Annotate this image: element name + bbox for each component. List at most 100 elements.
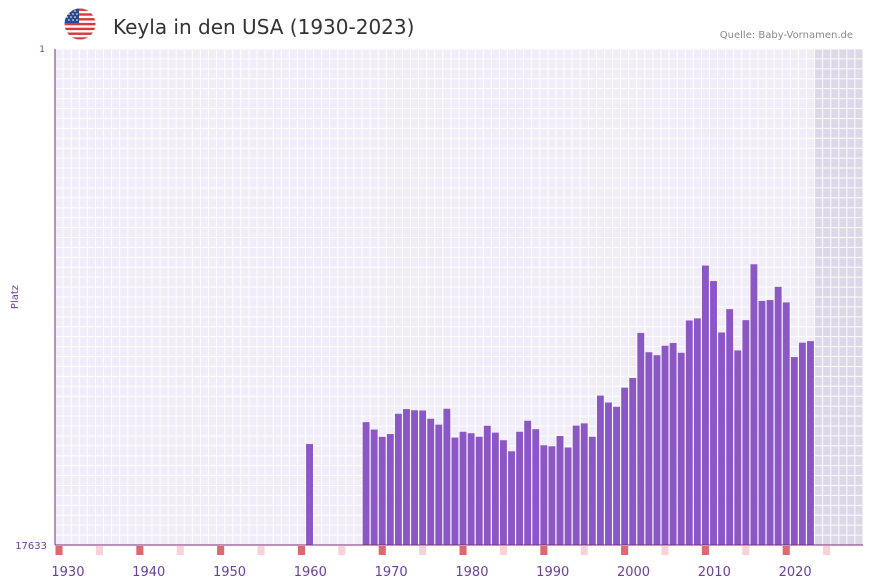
bar-2003[interactable] xyxy=(653,355,661,545)
bar-1996[interactable] xyxy=(596,395,604,545)
bar-2015[interactable] xyxy=(750,264,758,545)
decade-marker-1959 xyxy=(297,546,305,555)
decade-markers xyxy=(55,546,831,555)
bar-2010[interactable] xyxy=(710,281,717,545)
bar-series xyxy=(306,264,814,545)
bar-1987[interactable] xyxy=(524,420,532,545)
decade-marker-2019 xyxy=(782,546,790,555)
axis-labels: 1 17633 Platz 1930 1940 1950 1960 1970 1980 1990 2… xyxy=(10,45,812,580)
decade-marker-1974 xyxy=(419,546,427,555)
decade-marker-2014 xyxy=(742,546,750,555)
decade-marker-1999 xyxy=(621,546,629,555)
bar-1994[interactable] xyxy=(580,423,588,545)
bar-2001[interactable] xyxy=(637,332,645,545)
bar-1980[interactable] xyxy=(467,433,475,545)
decade-marker-1994 xyxy=(580,546,588,555)
decade-marker-2009 xyxy=(701,546,709,555)
x-tick-label-1930: 1930 xyxy=(51,565,84,580)
bar-1995[interactable] xyxy=(588,436,596,545)
decade-marker-1944 xyxy=(176,546,184,555)
bar-1992[interactable] xyxy=(564,447,572,545)
bar-2014[interactable] xyxy=(742,320,750,545)
bar-1998[interactable] xyxy=(613,406,620,545)
bar-1967[interactable] xyxy=(362,422,370,545)
bar-1969[interactable] xyxy=(378,436,386,545)
x-tick-label-1990: 1990 xyxy=(536,565,569,580)
decade-marker-1984 xyxy=(499,546,507,555)
bar-2012[interactable] xyxy=(726,309,734,545)
x-tick-label-2010: 2010 xyxy=(698,565,731,580)
bar-1979[interactable] xyxy=(459,431,467,545)
bar-2005[interactable] xyxy=(669,343,677,545)
decade-marker-2024 xyxy=(823,546,831,555)
decade-marker-1929 xyxy=(55,546,63,555)
decade-marker-1989 xyxy=(540,546,548,555)
bar-1983[interactable] xyxy=(491,432,499,545)
grid-lines xyxy=(54,48,864,546)
bar-1978[interactable] xyxy=(451,437,459,545)
bar-1988[interactable] xyxy=(532,429,540,545)
bar-2022[interactable] xyxy=(807,341,814,545)
bar-2020[interactable] xyxy=(790,357,798,545)
bar-2013[interactable] xyxy=(734,350,742,545)
decade-marker-1964 xyxy=(338,546,346,555)
y-tick-label-top: 1 xyxy=(39,45,45,55)
bar-2016[interactable] xyxy=(758,300,766,545)
bar-1972[interactable] xyxy=(403,409,410,545)
bar-1982[interactable] xyxy=(483,425,491,545)
bar-1989[interactable] xyxy=(540,445,548,545)
decade-marker-1969 xyxy=(378,546,386,555)
decade-marker-1979 xyxy=(459,546,467,555)
bar-1975[interactable] xyxy=(427,418,435,545)
x-tick-label-1960: 1960 xyxy=(294,565,327,580)
x-tick-label-2020: 2020 xyxy=(779,565,812,580)
bar-1991[interactable] xyxy=(556,435,564,545)
source-credit: Quelle: Baby-Vornamen.de xyxy=(719,30,853,41)
bar-2008[interactable] xyxy=(693,318,701,545)
y-axis-title: Platz xyxy=(10,285,21,309)
bar-2017[interactable] xyxy=(766,300,774,545)
y-tick-label-bottom: 17633 xyxy=(15,541,47,552)
bar-1984[interactable] xyxy=(500,440,507,545)
bar-1960[interactable] xyxy=(306,444,313,545)
x-tick-label-1970: 1970 xyxy=(375,565,408,580)
bar-1997[interactable] xyxy=(605,402,612,545)
chart-header: Keyla in den USA (1930-2023) Quelle: Bab… xyxy=(0,0,873,46)
us-flag-icon xyxy=(64,8,96,40)
bar-1999[interactable] xyxy=(621,387,629,545)
decade-marker-1954 xyxy=(257,546,265,555)
bar-2011[interactable] xyxy=(718,332,726,545)
bar-1974[interactable] xyxy=(419,410,427,545)
decade-marker-1939 xyxy=(136,546,144,555)
bar-1986[interactable] xyxy=(516,431,524,545)
decade-marker-1949 xyxy=(217,546,225,555)
bar-1971[interactable] xyxy=(394,413,402,545)
bar-1968[interactable] xyxy=(370,429,378,545)
chart-title: Keyla in den USA (1930-2023) xyxy=(113,15,415,39)
x-tick-label-2000: 2000 xyxy=(617,565,650,580)
x-tick-label-1940: 1940 xyxy=(132,565,165,580)
bar-1981[interactable] xyxy=(475,436,483,545)
bar-2009[interactable] xyxy=(702,265,709,545)
bar-2007[interactable] xyxy=(685,320,693,545)
bar-1993[interactable] xyxy=(572,425,580,545)
decade-marker-1934 xyxy=(95,546,103,555)
bar-2000[interactable] xyxy=(629,377,637,545)
bar-1973[interactable] xyxy=(411,410,418,545)
bar-2006[interactable] xyxy=(677,352,685,545)
x-tick-label-1950: 1950 xyxy=(213,565,246,580)
bar-1976[interactable] xyxy=(435,424,443,545)
x-tick-label-1980: 1980 xyxy=(455,565,488,580)
bar-2002[interactable] xyxy=(645,352,653,545)
bar-1990[interactable] xyxy=(548,446,556,545)
decade-marker-2004 xyxy=(661,546,669,555)
bar-2021[interactable] xyxy=(798,342,806,545)
bar-1985[interactable] xyxy=(508,451,515,545)
bar-2004[interactable] xyxy=(661,345,669,545)
axes xyxy=(54,49,863,546)
bar-2019[interactable] xyxy=(782,302,790,545)
bar-1970[interactable] xyxy=(386,434,394,545)
bar-1977[interactable] xyxy=(443,408,451,545)
bar-2018[interactable] xyxy=(774,286,782,545)
